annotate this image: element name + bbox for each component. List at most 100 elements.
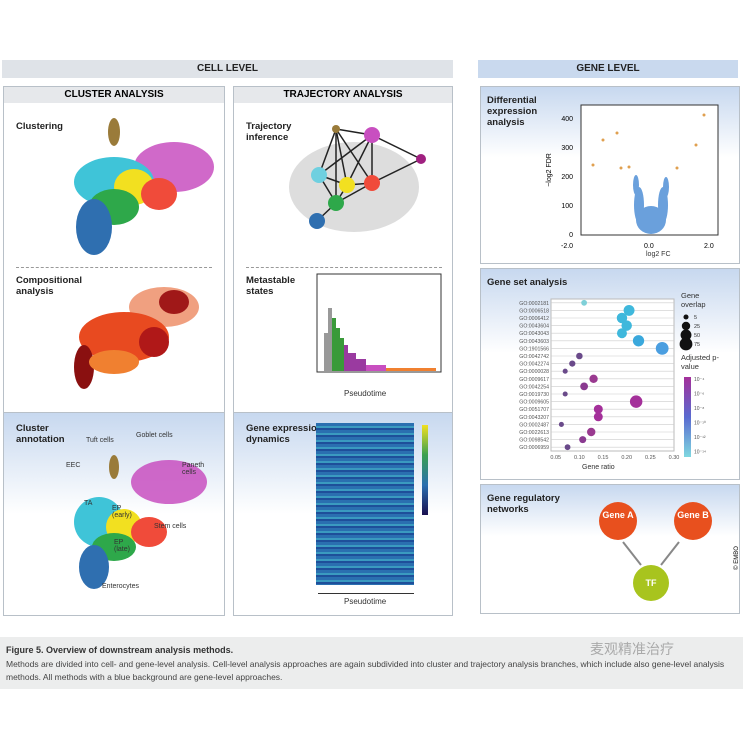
watermark: 麦观精准治疗 [590,641,674,657]
go-term-label: GO:0051707 [519,407,549,413]
grn-diagram: Gene A Gene B TF [599,502,712,601]
colorbar-tick: 10⁻⁴ [694,377,704,383]
label-ep-late: EP (late) [114,539,130,553]
label-ep-early: EP (early) [112,505,132,519]
colorbar-tick: 10⁻⁸ [694,406,704,412]
size-legend-label: 25 [694,324,700,330]
go-term-label: GO:0019730 [519,392,549,398]
gene-set-dot [580,382,588,391]
go-term-label: GO:0098542 [519,438,549,444]
gene-expression-dynamics-label: Gene expression dynamics [246,423,323,445]
go-term-label: GO:0006518 [519,308,549,314]
compositional-umap [74,287,199,389]
cluster-analysis-title: CLUSTER ANALYSIS [4,87,224,103]
gsa-label: Gene set analysis [487,277,568,288]
go-term-label: GO:0009617 [519,377,549,383]
cell-level-header: CELL LEVEL [2,60,453,78]
go-term-label: GO:0043043 [519,331,549,337]
go-term-label: GO:0042254 [519,384,549,390]
go-term-label: GO:0042742 [519,354,549,360]
size-legend-dot [683,314,689,320]
go-term-label: GO:0006412 [519,316,549,322]
volcano-ytick: 200 [561,174,573,181]
gene-b-node: Gene B [677,510,709,520]
metastable-states-label: Metastable states [246,275,296,297]
trajectory-graph [289,125,426,232]
volcano-plot: -2.0 0.0 2.0 0 100 200 300 400 −log2 FDR [546,104,719,250]
x-tick-label: 0.15 [598,455,609,461]
gene-set-dot [579,436,587,444]
go-term-label: GO:0043603 [519,339,549,345]
colorbar-tick: 10⁻¹⁰ [694,421,706,427]
gene-set-analysis-panel: Gene set analysis GO:0002181 GO:0006518 GO… [480,268,740,480]
gene-set-dot [576,352,583,360]
gene-set-dot [621,320,632,331]
gsa-xlabel: Gene ratio [582,464,615,471]
annotation-umap [74,455,207,589]
caption-text: Methods are divided into cell- and gene-… [6,659,725,682]
tf-node: TF [646,578,657,588]
caption-title: Figure 5. Overview of downstream analysi… [6,645,234,655]
size-legend-dot [681,321,691,331]
gene-set-dot [558,421,564,427]
metastable-histogram [316,273,442,373]
gene-level-header: GENE LEVEL [478,60,738,78]
volcano-xlabel: log2 FC [646,251,671,258]
volcano-ylabel: −log2 FDR [546,153,553,187]
go-term-label: GO:1901566 [519,346,549,352]
size-legend-dot [679,337,693,351]
volcano-ytick: 400 [561,116,573,123]
gene-set-dot [562,368,568,374]
compositional-label: Compositional analysis [16,275,82,297]
differential-expression-panel: Differential expression analysis -2.0 0.… [480,86,740,264]
size-legend-title: Gene overlap [681,291,706,309]
figure-caption: Figure 5. Overview of downstream analysi… [0,637,743,689]
label-tuft: Tuft cells [86,437,114,444]
trajectory-inference-label: Trajectory inference [246,121,292,143]
x-tick-label: 0.30 [669,455,680,461]
go-term-label: GO:0043604 [519,324,549,330]
gene-set-dot [655,342,669,355]
label-enterocytes: Enterocytes [102,583,139,590]
gene-set-dot [587,427,596,437]
pseudotime-label: Pseudotime [344,389,387,398]
go-term-label: GO:0002181 [519,301,549,307]
de-label: Differential expression analysis [487,95,538,128]
label-eec: EEC [66,462,81,469]
x-tick-label: 0.05 [550,455,561,461]
gene-set-dot [569,360,576,367]
plot-area [550,298,675,452]
x-tick-label: 0.10 [574,455,585,461]
clustering-label: Clustering [16,121,63,132]
size-legend-dot [680,329,692,341]
gene-set-dot [593,404,603,414]
gene-set-dot [581,299,588,306]
label-paneth: Paneth cells [182,462,205,476]
gene-set-dot [564,444,571,451]
clustering-umap [74,118,214,255]
gene-set-dot [632,335,645,347]
heatmap-colorbar [422,425,428,515]
embo-credit: © EMBO [733,546,740,570]
size-legend-label: 75 [694,342,700,348]
pseudotime-label-2: Pseudotime [344,597,387,606]
color-legend-title: Adjusted p-value [681,353,719,371]
volcano-xtick: -2.0 [561,243,573,250]
colorbar-tick: 10⁻⁶ [694,392,704,398]
go-term-label: GO:0009605 [519,400,549,406]
gene-set-dot [589,374,598,383]
pseudotime-arrow [318,593,414,594]
go-term-label: GO:0006959 [519,445,549,451]
volcano-xtick: 2.0 [704,243,714,250]
go-term-label: GO:0002487 [519,422,549,428]
label-stem: Stem cells [154,523,187,530]
x-tick-label: 0.20 [621,455,632,461]
cluster-annotation-label: Cluster annotation [16,423,65,445]
volcano-xtick: 0.0 [644,243,654,250]
gene-set-dot [616,312,628,324]
volcano-ytick: 0 [569,232,573,239]
trajectory-analysis-panel: TRAJECTORY ANALYSIS Trajectory inference… [233,86,453,616]
gene-regulatory-networks-panel: Gene regulatory networks Gene A Gene B T… [480,484,740,614]
size-legend-label: 5 [694,315,697,321]
